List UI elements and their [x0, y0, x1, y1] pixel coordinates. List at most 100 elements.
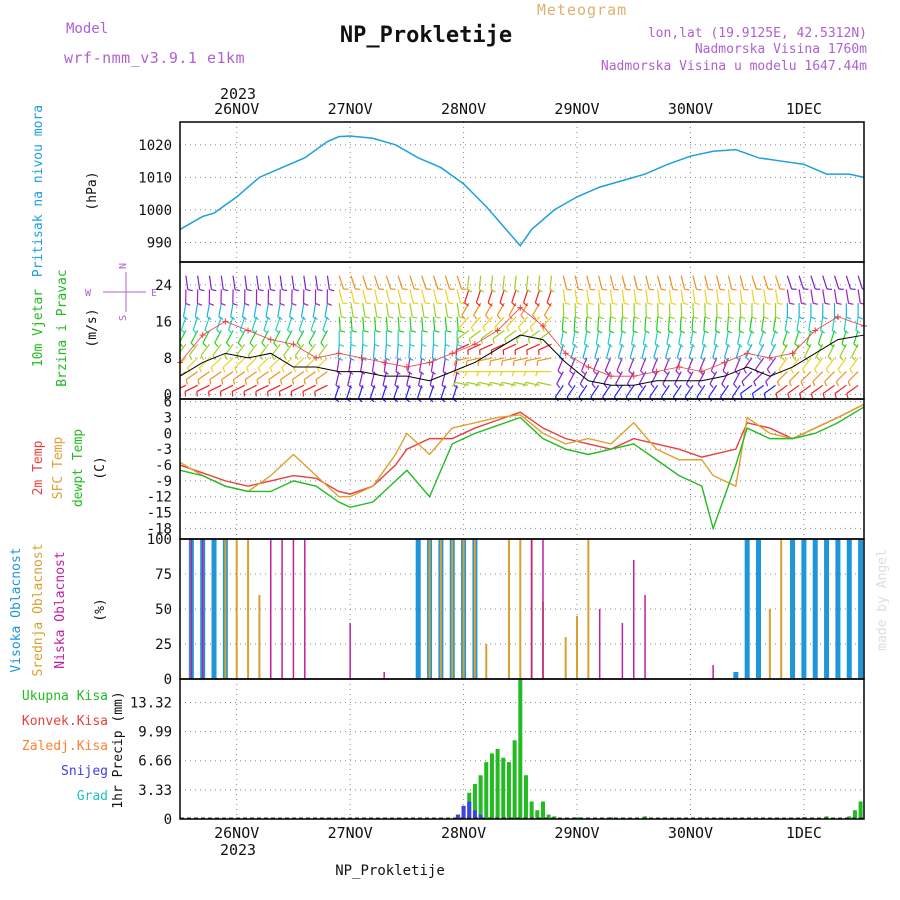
wind-barb	[720, 384, 729, 398]
wind-barb-flag	[678, 343, 684, 348]
wind-barb-flag	[341, 316, 347, 319]
wind-barb	[362, 289, 367, 304]
wind-barb	[772, 316, 777, 331]
wind-barb-flag	[728, 316, 734, 320]
wind-barb-flag	[775, 393, 778, 399]
wind-barb	[196, 384, 210, 392]
wind-barb	[397, 303, 401, 318]
wind-barb-flag	[279, 302, 285, 306]
wind-barb-flag	[348, 371, 354, 375]
wind-barb-flag	[501, 360, 504, 366]
wind-barb-flag	[787, 316, 793, 320]
wind-barb	[629, 344, 635, 358]
wind-barb	[537, 357, 552, 362]
wind-barb	[607, 330, 612, 345]
wind-barb-flag	[188, 355, 193, 360]
wind-barb	[774, 289, 779, 304]
wind-barb-flag	[230, 316, 236, 320]
wind-barb	[385, 303, 390, 318]
wind-barb	[232, 384, 246, 392]
wind-barb-flag	[810, 316, 816, 320]
wind-barb	[385, 275, 392, 290]
wind-barb-flag	[277, 316, 283, 320]
wind-barb	[421, 303, 425, 318]
wind-barb	[256, 275, 260, 290]
wind-barb	[372, 344, 376, 359]
wind-barb-flag	[740, 316, 746, 320]
wind-barb	[845, 275, 852, 290]
wind-barb	[537, 381, 552, 386]
wind-barb-flag	[747, 343, 752, 348]
wind-barb-flag	[211, 288, 217, 292]
wind-barb	[747, 330, 753, 345]
cloud-bar-low	[304, 539, 306, 679]
wind-barb-flag	[385, 357, 391, 361]
wind-barb-flag	[374, 343, 380, 347]
wind-barb	[397, 275, 404, 290]
wind-barb-flag	[532, 314, 537, 320]
wind-barb-flag	[174, 380, 175, 385]
wind-barb	[335, 371, 340, 386]
wind-barb-flag	[362, 343, 368, 347]
wind-barb	[511, 289, 517, 303]
wind-barb-flag	[712, 357, 718, 362]
wind-barb-flag	[812, 302, 819, 305]
wind-barb	[315, 371, 328, 381]
wind-barb	[712, 344, 718, 358]
cloud-bar-mid	[428, 539, 431, 679]
wind-barb-flag	[200, 355, 205, 360]
wind-barb	[579, 371, 588, 385]
wind-barb	[277, 302, 281, 317]
wind-barb-flag	[666, 343, 672, 348]
wind-barb	[786, 275, 793, 290]
wind-barb	[583, 330, 588, 345]
wind-barb-flag	[743, 288, 749, 291]
wind-barb-flag	[221, 379, 224, 385]
wind-barb	[382, 371, 387, 386]
wind-barb	[429, 371, 435, 386]
wind-barb-flag	[549, 289, 555, 293]
wind-barb-flag	[751, 393, 755, 399]
wind-barb-flag	[436, 302, 442, 305]
wind-barb-flag	[763, 316, 769, 320]
wind-barb-flag	[740, 393, 743, 399]
wind-barb-flag	[478, 289, 484, 293]
temp-dewpt-line	[179, 406, 865, 531]
cloud-bar-low	[621, 623, 624, 679]
wind-barb	[597, 316, 600, 331]
wind-barb	[394, 371, 399, 386]
wind-barb	[775, 384, 788, 395]
wind-barb	[293, 357, 305, 369]
wind-barb	[798, 275, 805, 290]
y-tick-label: 1000	[138, 203, 172, 219]
wind-barb	[456, 303, 460, 318]
precip-bar-total	[529, 801, 534, 819]
wind-barb	[322, 316, 328, 331]
wind-barb-flag	[802, 368, 806, 374]
station-title: NP_Prokletije	[340, 23, 512, 48]
wind-barb	[234, 357, 246, 369]
wind-barb	[255, 384, 269, 392]
wind-barb-flag	[234, 367, 238, 373]
wind-barb	[421, 289, 426, 304]
wind-barb	[644, 316, 647, 331]
wind-barb-flag	[360, 371, 366, 375]
wind-barb	[208, 384, 222, 392]
wind-barb-flag	[592, 370, 598, 375]
wind-barb	[220, 275, 224, 290]
wind-barb	[499, 289, 505, 303]
wind-barb	[749, 316, 753, 331]
wind-barb	[834, 384, 847, 395]
cloud-bar-high	[835, 539, 841, 679]
wind-barb	[187, 357, 199, 369]
model-name: wrf-nmm_v3.9.1 e1km	[64, 49, 245, 67]
cloud-bar-mid	[247, 539, 250, 679]
wind-barb	[609, 289, 613, 304]
wind-barb	[668, 289, 672, 304]
wind-barb-flag	[818, 343, 823, 348]
wind-barb	[798, 289, 802, 304]
wind-barb	[338, 289, 344, 304]
precip-bar-total	[575, 817, 580, 819]
wind-barb-flag	[526, 289, 532, 293]
wind-barb	[843, 316, 847, 331]
